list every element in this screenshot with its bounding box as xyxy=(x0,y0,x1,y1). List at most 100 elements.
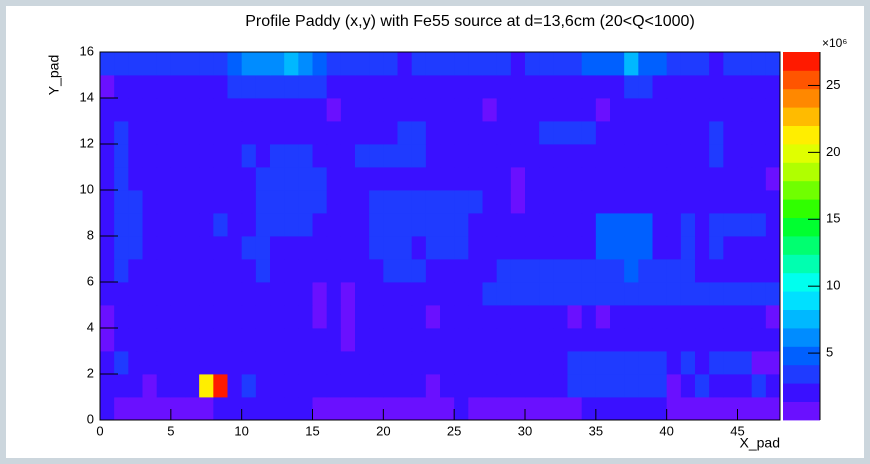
cell xyxy=(340,259,356,283)
cell xyxy=(284,75,299,99)
cell xyxy=(312,121,328,145)
cell xyxy=(581,52,597,76)
cell xyxy=(326,328,342,352)
cell xyxy=(199,259,214,283)
cell xyxy=(170,213,186,237)
cell xyxy=(553,282,568,306)
cell xyxy=(114,305,129,329)
cell xyxy=(553,259,568,283)
cell xyxy=(355,190,370,214)
cell xyxy=(411,397,427,421)
cell xyxy=(114,167,129,191)
cell xyxy=(383,121,398,145)
cell xyxy=(340,144,356,168)
cell xyxy=(666,167,682,191)
cell xyxy=(355,282,370,306)
cell xyxy=(440,374,455,398)
cell xyxy=(128,121,143,145)
cell xyxy=(624,121,639,145)
cell xyxy=(666,282,682,306)
cell xyxy=(100,351,115,375)
cell xyxy=(383,328,398,352)
cell xyxy=(383,282,398,306)
cell xyxy=(525,236,540,260)
cell xyxy=(751,282,767,306)
cell xyxy=(213,351,228,375)
cell xyxy=(510,121,526,145)
x-tick-label: 10 xyxy=(234,423,248,438)
cell xyxy=(241,351,257,375)
colorbar-segment xyxy=(783,272,820,292)
cell xyxy=(128,259,143,283)
cell xyxy=(284,144,299,168)
cell xyxy=(482,52,498,76)
cell xyxy=(425,305,441,329)
cell xyxy=(539,236,554,260)
colorbar-segment xyxy=(783,236,820,255)
cell xyxy=(454,190,469,214)
cell xyxy=(270,213,285,237)
cell xyxy=(355,167,370,191)
cell xyxy=(270,305,285,329)
cell xyxy=(142,305,158,329)
cell xyxy=(397,282,413,306)
cell xyxy=(411,328,427,352)
cell xyxy=(610,144,625,168)
chart-title: Profile Paddy (x,y) with Fe55 source at … xyxy=(245,13,695,30)
cell xyxy=(468,213,483,237)
cell xyxy=(298,213,313,237)
cell xyxy=(751,167,767,191)
cell xyxy=(312,305,328,329)
cell xyxy=(142,167,158,191)
cell xyxy=(241,190,257,214)
colorbar-segment xyxy=(783,254,820,274)
cell xyxy=(765,98,781,122)
cell xyxy=(227,328,243,352)
cell xyxy=(567,52,583,76)
cell xyxy=(440,213,455,237)
cell xyxy=(709,75,724,99)
cell xyxy=(369,259,384,283)
cell xyxy=(496,213,512,237)
cell xyxy=(241,236,257,260)
cell xyxy=(695,121,710,145)
x-tick-label: 45 xyxy=(730,423,744,438)
cell xyxy=(425,328,441,352)
cell xyxy=(312,98,328,122)
cell xyxy=(595,167,611,191)
cell xyxy=(737,52,753,76)
cell xyxy=(454,374,469,398)
cell xyxy=(553,98,568,122)
cell xyxy=(199,98,214,122)
cell xyxy=(652,144,668,168)
cell xyxy=(170,259,186,283)
cell xyxy=(199,144,214,168)
cell xyxy=(199,351,214,375)
cell xyxy=(326,121,342,145)
cell xyxy=(751,374,767,398)
cell xyxy=(397,259,413,283)
cell xyxy=(567,75,583,99)
cell xyxy=(440,52,455,76)
cell xyxy=(539,305,554,329)
cell xyxy=(425,98,441,122)
y-tick-label: 10 xyxy=(80,181,94,196)
cell xyxy=(610,213,625,237)
cell xyxy=(284,282,299,306)
cell xyxy=(581,190,597,214)
cell xyxy=(383,259,398,283)
cell xyxy=(751,236,767,260)
colorbar-segment xyxy=(783,107,820,126)
cell xyxy=(369,397,384,421)
cell xyxy=(284,305,299,329)
cell xyxy=(638,190,653,214)
cell xyxy=(666,259,682,283)
cell xyxy=(312,259,328,283)
cell xyxy=(468,75,483,99)
cell xyxy=(553,121,568,145)
cell xyxy=(709,374,724,398)
cell xyxy=(156,167,172,191)
cell xyxy=(539,374,554,398)
cell xyxy=(680,98,696,122)
cell xyxy=(624,328,639,352)
